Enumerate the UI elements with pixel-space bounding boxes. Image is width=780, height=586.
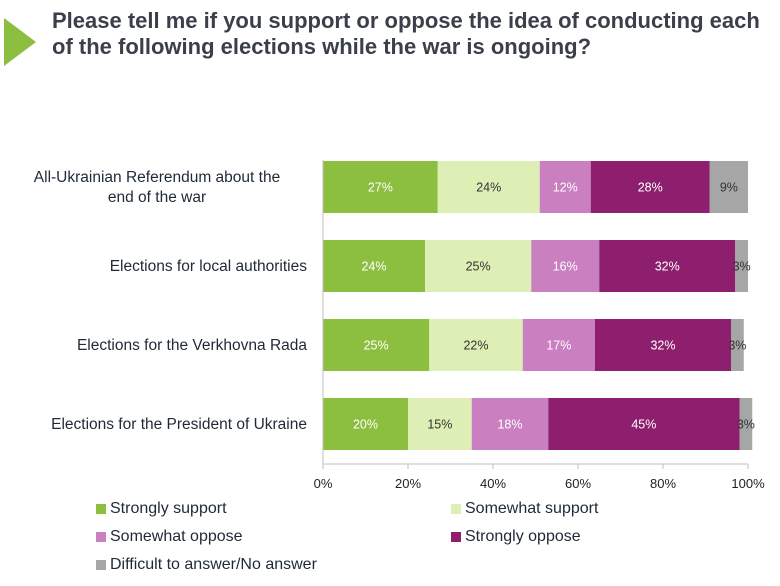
bar-value-label: 28% [638,181,663,195]
bar-value-label: 20% [353,418,378,432]
chart-title: Please tell me if you support or oppose … [52,8,760,59]
bar-3-strongly-support [323,319,430,371]
legend-label: Strongly support [110,500,227,517]
bar-value-label: 3% [728,339,746,353]
bar-value-label: 9% [720,181,738,195]
x-tick-label: 60% [565,476,591,491]
category-label: All-Ukrainian Referendum about the end of… [34,169,280,206]
bar-4-somewhat-oppose [471,398,549,450]
bar-4-somewhat-support [408,398,472,450]
x-tick-label: 20% [395,476,421,491]
x-tick-label: 100% [731,476,765,491]
legend-swatch [96,504,106,514]
bar-value-label: 27% [368,181,393,195]
legend-swatch [96,532,106,542]
bar-value-label: 45% [631,418,656,432]
bar-4-strongly-support [323,398,408,450]
arrow-icon [4,18,36,66]
bar-1-somewhat-support [437,161,540,213]
bar-2-somewhat-support [425,240,532,292]
bar-1-strongly-oppose [590,161,710,213]
bar-value-label: 24% [476,181,501,195]
bar-value-label: 15% [427,418,452,432]
x-tick-label: 40% [480,476,506,491]
bar-1-strongly-support [323,161,438,213]
bar-value-label: 25% [466,260,491,274]
bar-1-difficult-to-answer-no-answer [709,161,748,213]
legend-item: Strongly support [96,500,227,518]
bar-4-strongly-oppose [548,398,740,450]
category-label: Elections for the President of Ukraine [51,416,307,433]
stacked-bar-chart: 27% 24% 12% 28% 9% 24% 25% 16% 32% 3% 25% 22% 17% 32%… [34,160,765,491]
x-tick-label: 0% [314,476,333,491]
legend-item: Somewhat oppose [96,528,243,546]
legend-item: Strongly oppose [451,528,581,546]
bar-value-label: 12% [553,181,578,195]
bar-value-label: 3% [733,260,751,274]
legend-swatch [451,532,461,542]
bar-value-label: 22% [463,339,488,353]
legend-label: Somewhat support [465,500,599,517]
bar-3-strongly-oppose [595,319,731,371]
bar-value-label: 32% [650,339,675,353]
bar-3-difficult-to-answer-no-answer [731,319,744,371]
bar-2-strongly-oppose [599,240,736,292]
bar-value-label: 16% [553,260,578,274]
legend-label: Difficult to answer/No answer [110,556,317,573]
bar-value-label: 24% [361,260,386,274]
bar-3-somewhat-oppose [522,319,595,371]
bar-value-label: 25% [364,339,389,353]
legend-label: Somewhat oppose [110,528,243,545]
bar-value-label: 17% [546,339,571,353]
bar-2-strongly-support [323,240,425,292]
bar-3-somewhat-support [429,319,523,371]
bar-2-difficult-to-answer-no-answer [735,240,748,292]
legend-label: Strongly oppose [465,528,581,545]
x-tick-label: 80% [650,476,676,491]
bar-value-label: 3% [737,418,755,432]
bar-value-label: 18% [497,418,522,432]
legend-item: Difficult to answer/No answer [96,556,317,574]
legend-swatch [96,560,106,570]
legend-swatch [451,504,461,514]
legend-item: Somewhat support [451,500,598,518]
bar-4-difficult-to-answer-no-answer [739,398,753,450]
bar-value-label: 32% [655,260,680,274]
chart-legend: Strongly support Somewhat support Somewhat… [96,500,716,580]
category-label: Elections for the Verkhovna Rada [77,337,307,354]
bar-1-somewhat-oppose [539,161,591,213]
bar-2-somewhat-oppose [531,240,600,292]
category-label: Elections for local authorities [110,258,308,275]
